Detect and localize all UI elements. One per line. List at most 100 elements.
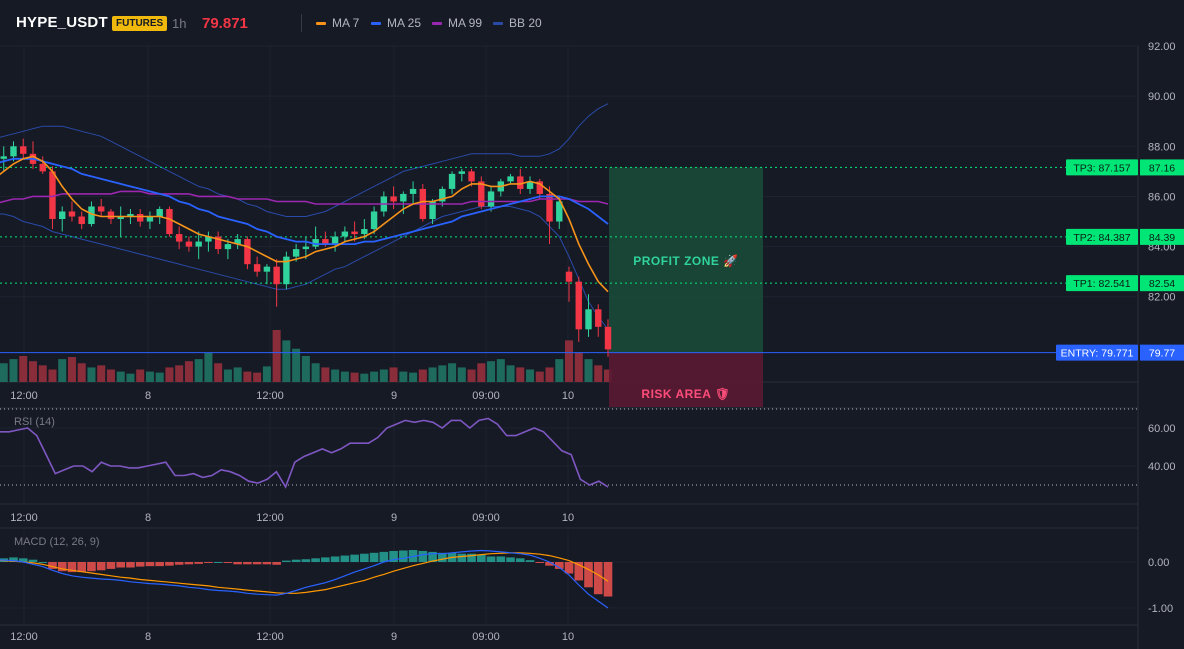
volume-bar — [106, 369, 115, 382]
main-time-label: 8 — [145, 390, 151, 402]
macd-histogram-bar — [126, 562, 135, 568]
volume-bar — [409, 372, 418, 382]
price-axis-label: 82.00 — [1148, 292, 1176, 304]
volume-bar — [477, 363, 486, 382]
legend-ma99[interactable]: MA 99 — [432, 16, 482, 30]
legend-ma25[interactable]: MA 25 — [371, 16, 421, 30]
candle-body — [312, 239, 319, 247]
volume-bar — [116, 371, 125, 382]
volume-bar — [223, 369, 232, 382]
macd-signal-line — [0, 552, 609, 594]
candle-body — [98, 206, 105, 212]
macd-time-label: 12:00 — [256, 631, 284, 643]
tp3-axis-value: 87.16 — [1149, 162, 1175, 174]
candle-body — [107, 211, 115, 220]
macd-histogram-bar — [389, 550, 398, 562]
risk-zone — [609, 352, 763, 407]
tp3-axis-box — [1140, 159, 1184, 176]
price-axis-label: 92.00 — [1148, 41, 1176, 53]
volume-bar — [77, 363, 86, 382]
macd-histogram-bar — [574, 562, 584, 581]
volume-bar — [526, 369, 535, 382]
candle-body — [0, 156, 7, 159]
volume-bar — [165, 367, 174, 382]
entry-axis-box — [1140, 344, 1184, 361]
volume-bar — [545, 367, 554, 382]
volume-bar — [48, 369, 57, 382]
macd-histogram-bar — [243, 562, 252, 565]
candle-body — [205, 236, 212, 242]
tp2-axis-value: 84.39 — [1149, 232, 1175, 244]
main-time-label: 09:00 — [472, 390, 500, 402]
macd-histogram-bar — [291, 559, 301, 562]
macd-histogram-bar — [554, 562, 564, 569]
macd-histogram-bar — [360, 553, 369, 562]
tp3-label: TP3: 87.157 — [1073, 162, 1130, 174]
rsi-time-label: 09:00 — [472, 512, 500, 524]
volume-bar — [175, 365, 184, 382]
volume-bar — [535, 371, 544, 382]
candle-body — [302, 246, 310, 250]
price-axis-label: 86.00 — [1148, 191, 1176, 203]
candle-body — [20, 146, 27, 154]
rsi-time-label: 12:00 — [10, 512, 38, 524]
macd-histogram-bar — [515, 558, 525, 562]
volume-bar — [233, 367, 242, 382]
candle-body — [214, 236, 222, 250]
volume-bar — [379, 369, 388, 382]
legend-ma7[interactable]: MA 7 — [316, 16, 359, 30]
volume-bar — [272, 330, 281, 382]
candle-body — [49, 171, 56, 220]
legend-bb20[interactable]: BB 20 — [493, 16, 542, 30]
macd-histogram-bar — [106, 562, 116, 569]
macd-histogram-bar — [506, 557, 515, 562]
tp2-label-box — [1066, 228, 1138, 245]
tp3-label-box — [1066, 159, 1138, 176]
macd-histogram-bar — [379, 551, 389, 562]
volume-bar — [360, 373, 369, 382]
macd-histogram-bar — [418, 550, 428, 562]
macd-histogram-bar — [438, 552, 447, 562]
volume-bar — [145, 371, 154, 382]
volume-bar — [87, 367, 96, 382]
candle-body — [68, 211, 76, 217]
volume-bar — [321, 367, 330, 382]
risk-area-label: RISK AREA 🛡 — [641, 387, 730, 401]
volume-bar — [253, 372, 262, 382]
symbol-name[interactable]: HYPE_USDT — [16, 14, 108, 31]
legend-ma7-label: MA 7 — [332, 16, 360, 30]
macd-histogram-bar — [603, 562, 613, 597]
candle-body — [595, 309, 602, 327]
candle-body — [507, 176, 514, 182]
candle-body — [556, 201, 563, 222]
macd-histogram-bar — [477, 554, 486, 562]
volume-bar — [467, 369, 476, 382]
tp1-axis-box — [1140, 275, 1184, 292]
tp1-label: TP1: 82.541 — [1073, 278, 1130, 290]
tp1-label-box — [1066, 275, 1138, 292]
ma7-line — [0, 155, 609, 293]
macd-histogram-bar — [330, 556, 340, 562]
tp1-axis-value: 82.54 — [1149, 278, 1175, 290]
macd-histogram-bar — [96, 562, 106, 571]
interval-selector[interactable]: 1h — [172, 16, 187, 31]
candle-body — [517, 176, 524, 189]
macd-time-label: 9 — [391, 631, 397, 643]
volume-bar — [28, 361, 37, 382]
volume-bar — [516, 367, 525, 382]
candle-body — [283, 256, 290, 285]
macd-histogram-bar — [77, 562, 87, 573]
macd-histogram-bar — [321, 557, 330, 562]
chart-header: HYPE_USDT FUTURES 1h 79.871 MA 7 MA 25 M… — [0, 0, 1184, 48]
rsi-title: RSI (14) — [14, 416, 55, 428]
macd-histogram-bar — [311, 558, 320, 562]
macd-histogram-bar — [116, 562, 125, 568]
macd-histogram-bar — [301, 559, 311, 562]
entry-label-box — [1056, 344, 1138, 361]
rsi-time-label: 9 — [391, 512, 397, 524]
entry-label: ENTRY: 79.771 — [1061, 348, 1134, 360]
candle-body — [565, 271, 573, 282]
rsi-time-label: 12:00 — [256, 512, 284, 524]
macd-histogram-bar — [48, 562, 57, 569]
